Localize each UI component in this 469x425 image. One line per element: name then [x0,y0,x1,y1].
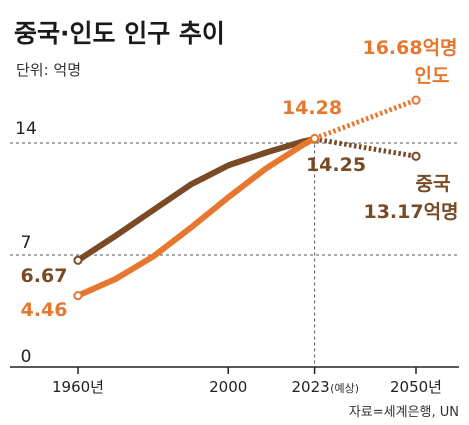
x-tick-label-2000: 2000 [209,378,247,396]
data-label-india-2: 16.68억명 [362,37,457,59]
data-point-china-2050 [411,151,421,161]
y-axis-ticks: 0 7 14 [15,119,37,367]
grid-lines [10,138,459,368]
unit-label: 단위: 억명 [16,61,81,79]
y-tick-label-14: 14 [15,119,37,139]
series-forecast-china [314,136,417,159]
x-axis-ticks: 1960년 2000 2023 (예상) 2050년 [52,367,442,396]
data-label-china-3: 13.17억명 [363,201,458,223]
data-point-india-1960 [73,291,83,301]
series-line-china [75,136,318,264]
data-label-china-0: 6.67 [21,265,68,287]
x-tick-label-1960: 1960년 [52,378,104,396]
chart-title: 중국·인도 인구 추이 [14,19,225,48]
data-label-china-2: 중국 [416,173,451,195]
data-label-india-3: 인도 [415,65,450,87]
data-point-india-2023 [310,133,320,144]
x-tick-note-2023: (예상) [330,382,359,395]
data-label-india-0: 4.46 [21,299,68,321]
data-point-china-1960 [73,255,83,265]
x-tick-label-2023: 2023 [292,378,330,396]
data-point-india-2050 [411,95,421,105]
series-lines [73,95,421,301]
series-forecast-india [313,97,417,141]
x-tick-label-2050: 2050년 [390,378,442,396]
data-label-india-1: 14.28 [282,97,342,119]
series-line-india [75,135,318,299]
data-label-china-1: 14.25 [306,154,366,176]
y-tick-label-7: 7 [21,233,32,253]
source-note: 자료=세계은행, UN [349,404,459,420]
y-tick-label-0: 0 [21,347,32,367]
